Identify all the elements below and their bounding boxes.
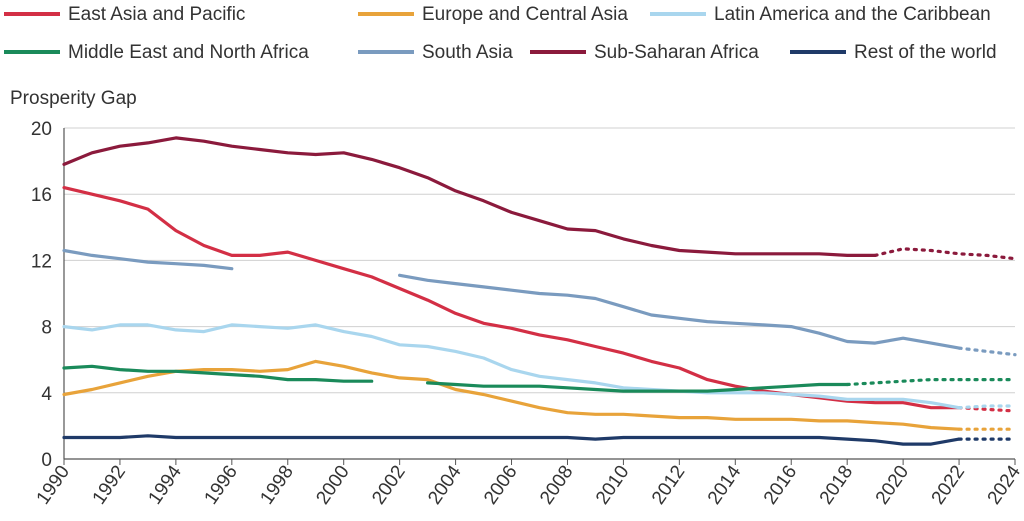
legend-item-sub-saharan-africa: Sub-Saharan Africa <box>530 42 759 63</box>
x-tick-label: 2024 <box>984 461 1024 508</box>
legend-label: Middle East and North Africa <box>68 42 309 63</box>
legend-label: South Asia <box>422 42 513 63</box>
x-tick-label: 1992 <box>89 462 130 509</box>
series-south-asia <box>62 248 1017 357</box>
x-tick-label: 2018 <box>816 462 857 509</box>
x-tick-label: 2002 <box>368 462 409 509</box>
legend-item-middle-east-and-north-africa: Middle East and North Africa <box>4 42 309 63</box>
projection-line-middle-east-and-north-africa <box>845 378 1017 387</box>
y-tick-label: 4 <box>41 384 52 405</box>
x-tick-label: 2012 <box>648 462 689 509</box>
projection-line-south-asia <box>957 346 1017 357</box>
series-sub-saharan-africa <box>62 136 1017 261</box>
y-tick-label: 12 <box>31 251 52 272</box>
series-lines <box>62 136 1017 446</box>
series-line-sub-saharan-africa <box>62 136 877 257</box>
legend-label: East Asia and Pacific <box>68 4 245 25</box>
legend-label: Europe and Central Asia <box>422 4 628 25</box>
series-rest-of-the-world <box>62 434 1017 446</box>
series-line-rest-of-the-world <box>62 434 961 446</box>
legend-item-east-asia-and-pacific: East Asia and Pacific <box>4 4 245 25</box>
x-tick-label: 2020 <box>872 462 913 509</box>
x-tick-label: 2006 <box>480 462 521 509</box>
series-line-middle-east-and-north-africa <box>62 364 374 383</box>
projection-line-sub-saharan-africa <box>873 247 1017 261</box>
series-line-europe-and-central-asia <box>62 359 961 431</box>
x-tick-label: 1990 <box>33 462 74 509</box>
series-line-segment-south-asia <box>398 273 961 350</box>
x-tick-label: 2010 <box>592 462 633 509</box>
x-tick-label: 1996 <box>200 462 241 509</box>
legend: East Asia and Pacific Europe and Central … <box>4 4 997 63</box>
x-tick-label: 2016 <box>760 462 801 509</box>
legend-item-europe-and-central-asia: Europe and Central Asia <box>358 4 628 25</box>
x-tick-label: 1998 <box>256 462 297 509</box>
series-latin-america-and-the-caribbean <box>62 323 1017 410</box>
series-line-segment-middle-east-and-north-africa <box>426 381 849 393</box>
y-tick-label: 8 <box>41 318 52 339</box>
y-tick-label: 0 <box>41 450 52 471</box>
y-axis-label: Prosperity Gap <box>10 88 137 109</box>
x-tick-label: 1994 <box>145 461 187 508</box>
axes <box>63 128 1016 465</box>
series-line-latin-america-and-the-caribbean <box>62 323 961 410</box>
x-tick-labels: 1990 1992 1994 1996 1998 2000 2002 2004 2006 2008… <box>33 461 1024 508</box>
legend-item-rest-of-the-world: Rest of the world <box>790 42 997 63</box>
x-tick-label: 2008 <box>536 462 577 509</box>
projection-line-latin-america-and-the-caribbean <box>957 404 1017 410</box>
y-tick-labels: 0 4 8 12 16 20 <box>31 119 53 471</box>
x-tick-label: 2014 <box>704 461 746 508</box>
series-line-south-asia <box>62 248 234 271</box>
x-tick-label: 2000 <box>312 462 353 509</box>
x-tick-label: 2022 <box>928 462 969 509</box>
legend-item-latin-america-and-the-caribbean: Latin America and the Caribbean <box>650 4 991 25</box>
x-tick-label: 2004 <box>424 461 466 508</box>
legend-label: Rest of the world <box>854 42 997 63</box>
legend-item-south-asia: South Asia <box>358 42 513 63</box>
gridlines <box>64 127 1015 394</box>
legend-label: Latin America and the Caribbean <box>714 4 991 25</box>
series-europe-and-central-asia <box>62 359 1017 431</box>
series-middle-east-and-north-africa <box>62 364 1017 393</box>
series-line-east-asia-and-pacific <box>62 186 961 410</box>
legend-label: Sub-Saharan Africa <box>594 42 759 63</box>
y-tick-label: 20 <box>31 119 52 140</box>
y-tick-label: 16 <box>31 185 52 206</box>
